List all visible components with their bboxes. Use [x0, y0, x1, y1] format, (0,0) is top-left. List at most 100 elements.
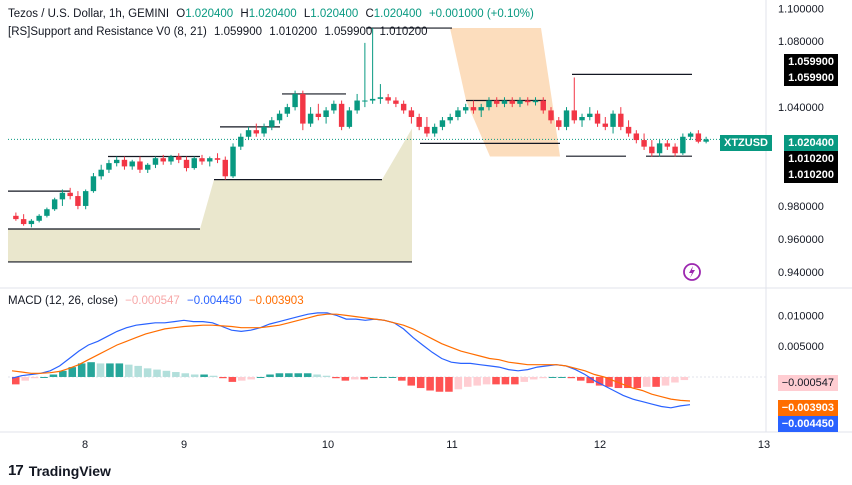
macd-histogram-bar [30, 376, 39, 379]
macd-histogram-bar [200, 374, 208, 377]
candle-body [641, 140, 647, 147]
candle-body [509, 100, 515, 104]
candle-body [610, 113, 616, 127]
candle-body [393, 100, 399, 104]
candle-body [152, 158, 159, 165]
macd-histogram-bar [275, 373, 284, 377]
time-axis-tick-label: 13 [758, 439, 770, 451]
candle-body [307, 113, 314, 124]
lightning-bolt-icon [689, 266, 695, 278]
candle-body [253, 130, 260, 134]
macd-histogram-bar [115, 363, 124, 377]
candle-body [183, 159, 190, 169]
macd-histogram-bar [59, 370, 67, 377]
price-change: +0.001000 (+0.10%) [428, 8, 534, 20]
macd-histogram-bar [558, 376, 566, 378]
candle-body [113, 159, 120, 164]
ohlc-high: H1.020400 [240, 8, 297, 20]
macd-histogram-bar [388, 376, 397, 378]
macd-histogram-bar [294, 373, 303, 377]
time-axis-tick-label: 11 [446, 439, 457, 451]
macd-histogram-bar [96, 363, 105, 377]
macd-histogram-bar [332, 376, 340, 379]
candle-body [20, 219, 27, 225]
candle-body [462, 107, 469, 111]
macd-hist-value: −0.000547 [125, 295, 180, 307]
macd-histogram-bar [351, 376, 359, 380]
tradingview-footer[interactable]: 17 TradingView [8, 462, 111, 479]
macd-histogram-bar [529, 376, 538, 380]
candle-body [385, 97, 391, 101]
macd-histogram-bar [501, 376, 510, 385]
candle-body [354, 100, 360, 111]
symbol-title: Tezos / U.S. Dollar, 1h, GEMINI [8, 8, 170, 20]
lightning-icon [683, 263, 701, 281]
macd-histogram-bar [473, 376, 481, 386]
macd-histogram-bar [77, 363, 86, 377]
macd-histogram-bar [520, 376, 529, 382]
macd-histogram-bar [256, 376, 265, 378]
ohlc-close: C1.020400 [365, 8, 422, 20]
macd-histogram-bar [134, 365, 142, 377]
candle-body [269, 120, 275, 127]
candle-body [687, 133, 694, 137]
macd-histogram-bar [464, 376, 472, 387]
macd-histogram-bar [49, 374, 58, 377]
indicator-legend: [RS]Support and Resistance V0 (8, 21) 1.… [8, 26, 432, 38]
candle-body [75, 196, 81, 206]
candle-body [377, 97, 384, 99]
candle-body [625, 126, 632, 134]
macd-histogram-bar [680, 376, 689, 381]
macd-histogram-bar [68, 367, 77, 377]
macd-axis-tick-label: 0.010000 [778, 310, 824, 322]
macd-histogram-bar [162, 370, 171, 377]
resistance-zone [450, 28, 560, 157]
macd-histogram-bar [303, 373, 312, 377]
candle-body [680, 136, 686, 154]
support-zone [8, 128, 412, 262]
time-axis-tick-label: 12 [594, 439, 606, 451]
candle-body [207, 158, 213, 162]
candle-body [532, 100, 539, 103]
macd-histogram-bar [398, 376, 406, 381]
candle-body [245, 130, 252, 137]
candle-body [369, 98, 376, 101]
candle-body [36, 215, 42, 221]
macd-histogram-bar [661, 376, 670, 386]
last-price-tag: 1.020400 [784, 135, 838, 151]
candle-body [284, 107, 291, 114]
macd-histogram-bar [379, 376, 387, 378]
candle-body [362, 100, 368, 102]
macd-histogram-bar [21, 376, 29, 381]
macd-histogram-bar [360, 376, 368, 380]
macd-histogram-bar [671, 376, 679, 383]
macd-histogram-bar [539, 376, 547, 379]
candle-body [494, 100, 500, 104]
ohlc-open: O1.020400 [176, 8, 234, 20]
candle-body [338, 103, 345, 127]
candle-body [703, 139, 709, 142]
indicator-value: 1.059900 [324, 26, 373, 38]
price-axis-tick-label: 0.980000 [778, 201, 824, 213]
candle-body [176, 156, 182, 160]
symbol-tag: XTZUSD [720, 135, 772, 151]
candle-body [28, 220, 35, 225]
candle-body [82, 191, 89, 206]
macd-line-tag: −0.004450 [777, 416, 838, 432]
macd-histogram-bar [586, 376, 594, 384]
candle-body [587, 113, 593, 117]
macd-histogram-bar [511, 376, 519, 385]
macd-histogram-bar [228, 376, 237, 382]
macd-legend: MACD (12, 26, close) −0.000547 −0.004450… [8, 295, 308, 307]
candle-body [230, 146, 236, 177]
candle-body [160, 158, 166, 162]
macd-histogram-bar [548, 376, 557, 378]
macd-histogram-bar [624, 376, 632, 389]
candle-body [121, 159, 128, 167]
macd-histogram-bar [12, 376, 20, 385]
macd-histogram-bar [40, 376, 48, 378]
ohlc-low: L1.020400 [303, 8, 359, 20]
candle-body [470, 107, 477, 111]
macd-histogram-bar [172, 372, 180, 377]
